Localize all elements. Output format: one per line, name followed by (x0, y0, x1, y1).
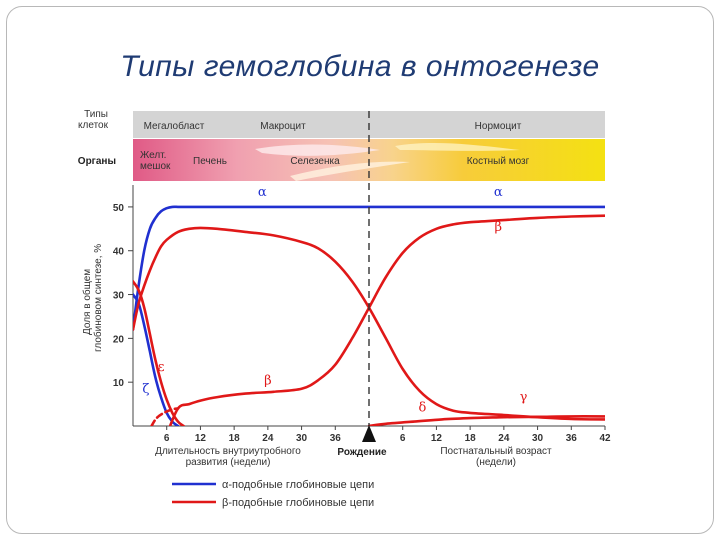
series-alpha-line (133, 205, 605, 331)
series-group (133, 205, 605, 426)
x-tick-label: 12 (195, 433, 207, 444)
x-tick-label: 36 (566, 433, 578, 444)
x-tick-label: 24 (498, 433, 510, 444)
x-axis-title-postnatal: Постнатальный возраст (недели) (440, 446, 552, 468)
organ-flow-shape (290, 161, 410, 181)
x-tick-label: 6 (164, 433, 170, 444)
curve-label: γ (520, 390, 528, 405)
x-tick-label: 30 (532, 433, 544, 444)
x-tick-label: 30 (296, 433, 308, 444)
curve-label: ε (158, 360, 165, 375)
cells-row-label: Типы клеток (78, 109, 109, 131)
series-beta-line (133, 280, 185, 426)
organ-flow-shape (255, 144, 380, 156)
y-axis-title-line2: глобиновом синтезе, % (92, 244, 104, 352)
x-ticks: 6 12 18 24 30 36 6 12 18 24 30 36 42 (164, 426, 611, 444)
x-tick-label: 42 (599, 433, 611, 444)
x-axis-title-birth: Рождение (337, 447, 387, 458)
organ-spleen: Селезенка (290, 156, 340, 167)
curve-label: β (494, 220, 502, 235)
series-beta-line (367, 415, 605, 426)
y-tick-label: 40 (113, 247, 125, 258)
series-beta-line (168, 214, 605, 426)
cell-type-macrocyte: Макроцит (260, 121, 306, 132)
organs-row-label: Органы (78, 156, 116, 167)
series-beta-line (133, 226, 605, 421)
birth-arrow-icon (362, 425, 376, 442)
curve-labels: α α β β εζ δ γ (142, 185, 527, 416)
series-alpha-line (133, 293, 180, 426)
y-ticks: 10 20 30 40 50 (113, 203, 133, 389)
x-tick-label: 18 (229, 433, 241, 444)
curve-label: α (494, 185, 503, 200)
organ-flow-shape (395, 143, 520, 151)
curve-label: β (264, 373, 272, 388)
organ-liver: Печень (193, 156, 227, 167)
y-tick-label: 30 (113, 291, 125, 302)
cell-type-normocyte: Нормоцит (475, 121, 522, 132)
y-tick-label: 50 (113, 203, 125, 214)
curve-label: ζ (142, 382, 149, 397)
legend-label-beta: β-подобные глобиновые цепи (222, 497, 374, 509)
legend-label-alpha: α-подобные глобиновые цепи (222, 479, 374, 491)
organ-bone-marrow: Костный мозг (467, 156, 530, 167)
series-beta-line (150, 407, 180, 426)
x-tick-label: 6 (400, 433, 406, 444)
x-tick-label: 36 (330, 433, 342, 444)
y-axis-title: Доля в общем (81, 269, 93, 335)
x-axis-title-prenatal: Длительность внутриутробного развития (не… (155, 445, 301, 468)
organ-yolk-sac: Желт. мешок (140, 150, 171, 172)
y-tick-label: 10 (113, 378, 125, 389)
slide-frame (6, 6, 714, 534)
curve-label: α (258, 185, 267, 200)
curve-label: δ (418, 401, 426, 416)
x-tick-label: 24 (262, 433, 274, 444)
birth-marker (362, 111, 376, 442)
y-tick-label: 20 (113, 334, 125, 345)
cell-type-megaloblast: Мегалобласт (144, 120, 205, 132)
slide-title: Типы гемоглобина в онтогенезе (120, 50, 600, 83)
x-tick-label: 18 (465, 433, 477, 444)
x-tick-label: 12 (431, 433, 443, 444)
